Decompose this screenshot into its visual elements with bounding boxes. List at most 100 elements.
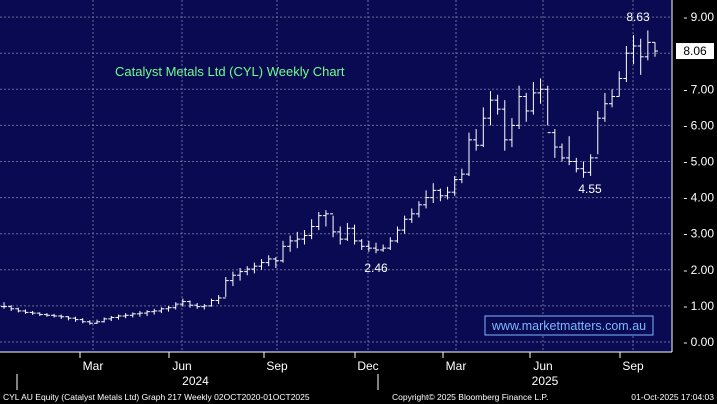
x-tick-label: Sep xyxy=(266,359,288,373)
price-bar xyxy=(473,129,480,151)
price-bar xyxy=(387,237,394,250)
x-tick-label: Sep xyxy=(622,359,644,373)
last-price-label: 8.06 xyxy=(683,44,707,58)
price-bar xyxy=(451,175,458,196)
price-bar xyxy=(51,313,58,318)
price-bar xyxy=(466,132,472,176)
x-axis: Mar Jun Sep Dec Mar Jun Sep 2024 2025 xyxy=(0,351,672,390)
price-bar xyxy=(637,38,644,75)
price-bar xyxy=(566,136,573,166)
price-bar xyxy=(344,222,351,241)
price-bar xyxy=(537,78,544,104)
price-annotation: 4.55 xyxy=(578,182,602,196)
price-bar xyxy=(301,230,308,245)
price-bar xyxy=(523,92,530,122)
grid-lines xyxy=(0,0,672,352)
x-axis-band xyxy=(0,352,672,390)
price-bar xyxy=(487,91,494,126)
price-bar xyxy=(308,219,315,240)
price-bar xyxy=(179,298,186,307)
footer-bar: CYL AU Equity (Catalyst Metals Ltd) Grap… xyxy=(0,390,717,404)
price-bar xyxy=(22,309,29,314)
price-bar xyxy=(551,129,558,158)
price-bar xyxy=(365,240,372,252)
footer-timestamp: 01-Oct-2025 17:04:03 xyxy=(631,392,714,402)
price-bar xyxy=(194,303,201,309)
price-bar xyxy=(94,319,100,324)
price-bar xyxy=(280,240,286,263)
watermark-text[interactable]: www.marketmatters.com.au xyxy=(491,319,646,333)
plot-area xyxy=(0,0,672,352)
price-bar xyxy=(165,305,172,312)
price-bar xyxy=(244,266,251,276)
price-bar xyxy=(222,277,229,299)
price-bar xyxy=(394,226,401,243)
y-tick-label: - 3.00 xyxy=(683,227,714,241)
y-tick-label: - 5.00 xyxy=(683,155,714,169)
price-bar xyxy=(337,226,344,245)
price-bar xyxy=(36,312,43,317)
price-bar xyxy=(43,313,50,317)
x-tick-label: Mar xyxy=(446,359,467,373)
price-bar xyxy=(508,118,515,148)
price-bar xyxy=(437,188,444,202)
price-annotation: 8.63 xyxy=(626,10,650,24)
price-bar xyxy=(415,201,422,218)
price-bar xyxy=(652,41,658,57)
year-label: 2024 xyxy=(182,374,209,388)
price-bar xyxy=(444,186,451,200)
y-tick-label: - 6.00 xyxy=(683,118,714,132)
x-tick-label: Dec xyxy=(357,359,378,373)
price-bar xyxy=(201,304,208,310)
price-bar xyxy=(401,215,408,234)
price-bar xyxy=(530,82,537,115)
price-bar xyxy=(136,310,143,317)
price-bar xyxy=(29,310,36,315)
watermark[interactable]: www.marketmatters.com.au xyxy=(484,315,654,336)
price-bar xyxy=(430,183,437,204)
price-bar xyxy=(215,295,222,305)
y-tick-label: - 1.00 xyxy=(683,299,714,313)
price-bar xyxy=(644,30,651,61)
price-bar xyxy=(544,85,551,134)
price-bars xyxy=(1,30,658,325)
price-bar xyxy=(86,320,93,325)
chart: - 0.00 - 1.00 - 2.00 - 3.00 - 4.00 - 5.00 - 6.… xyxy=(0,0,714,390)
y-tick-label: - 9.00 xyxy=(683,10,714,24)
footer-copyright: Copyright© 2025 Bloomberg Finance L.P. xyxy=(392,392,549,402)
price-bar xyxy=(587,154,594,176)
x-tick-label: Mar xyxy=(83,359,104,373)
footer-left: CYL AU Equity (Catalyst Metals Ltd) Grap… xyxy=(3,392,310,402)
price-bar xyxy=(229,271,236,287)
price-bar xyxy=(15,307,22,313)
price-bar xyxy=(616,71,623,98)
price-bar xyxy=(494,94,501,115)
price-bar xyxy=(373,242,379,254)
price-bar xyxy=(265,255,272,267)
price-bar xyxy=(258,258,265,270)
price-bar xyxy=(101,317,108,323)
price-bar xyxy=(594,110,601,159)
price-bar xyxy=(458,168,465,184)
price-bar xyxy=(1,302,7,309)
last-price-tag xyxy=(676,43,714,60)
price-bar xyxy=(58,314,65,319)
x-tick-label: Jun xyxy=(172,359,191,373)
price-bar xyxy=(408,208,415,223)
chart-title: Catalyst Metals Ltd (CYL) Weekly Chart xyxy=(115,64,345,79)
price-bar xyxy=(79,318,86,324)
price-bar xyxy=(623,45,630,83)
annotations: 8.63 2.46 4.55 8.06 xyxy=(364,10,714,275)
x-tick-label: Jun xyxy=(533,359,552,373)
price-bar xyxy=(272,257,279,268)
y-tick-label: - 2.00 xyxy=(683,263,714,277)
price-bar xyxy=(287,235,294,252)
year-label: 2025 xyxy=(532,374,559,388)
price-bar xyxy=(573,157,580,173)
price-bar xyxy=(208,298,215,307)
price-bar xyxy=(480,107,487,148)
price-bar xyxy=(609,89,616,108)
price-bar xyxy=(251,262,258,274)
price-bar xyxy=(237,267,244,281)
price-bar xyxy=(108,316,115,322)
